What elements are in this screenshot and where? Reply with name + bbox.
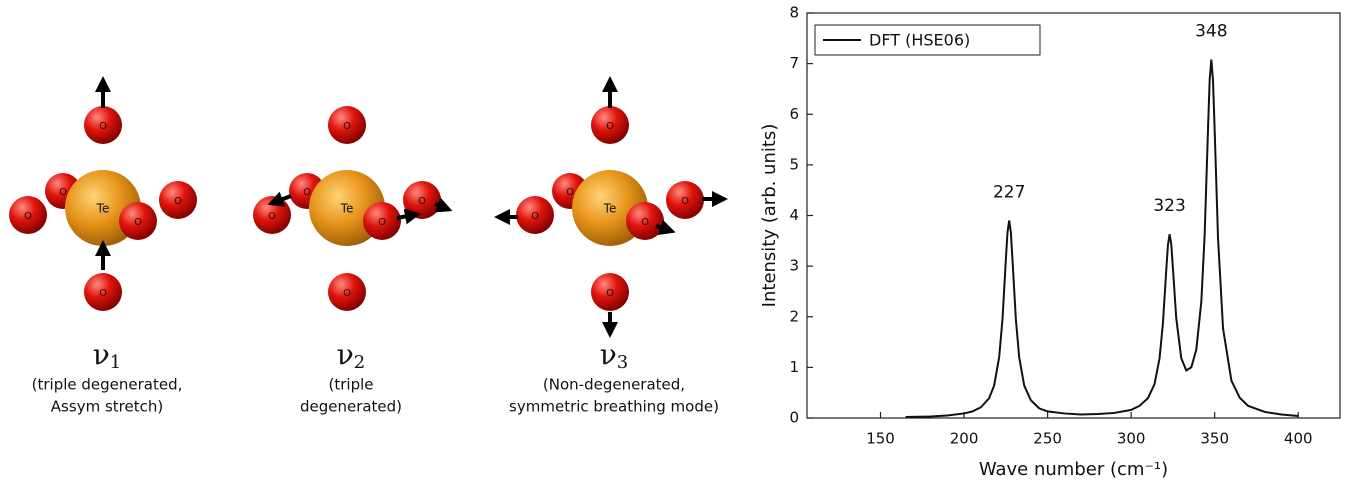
x-tick-label: 300: [1117, 430, 1146, 448]
atom-label: O: [343, 121, 351, 132]
mode-symbol-text: ν: [600, 338, 617, 371]
legend-label: DFT (HSE06): [869, 31, 970, 50]
mode-description: symmetric breathing mode): [509, 398, 719, 416]
x-tick-label: 250: [1033, 430, 1062, 448]
y-tick-label: 2: [789, 307, 799, 325]
figure: OOTeOOOOν1(triple degenerated,Assym stre…: [0, 0, 1348, 487]
y-tick-label: 5: [789, 155, 799, 173]
mode-symbol: ν3: [600, 338, 628, 374]
peak-label: 227: [993, 183, 1025, 203]
y-tick-label: 0: [789, 409, 799, 427]
atom-label: O: [134, 217, 142, 228]
peak-label: 348: [1195, 22, 1227, 42]
atom-label: O: [641, 217, 649, 228]
atom-label: Te: [96, 202, 110, 216]
atom-label: O: [99, 288, 107, 299]
atom-label: O: [59, 187, 67, 198]
atom-label: O: [681, 196, 689, 207]
mode-subscript: 2: [354, 352, 365, 373]
atom-label: O: [606, 121, 614, 132]
y-tick-label: 6: [789, 105, 799, 123]
atom-label: O: [174, 196, 182, 207]
x-axis-label: Wave number (cm⁻¹): [979, 459, 1168, 480]
peak-label: 323: [1153, 196, 1185, 216]
mode-description: (triple degenerated,: [32, 376, 183, 394]
mode-symbol-text: ν: [93, 338, 110, 371]
x-tick-label: 400: [1284, 430, 1313, 448]
atom-label: O: [343, 288, 351, 299]
mode-symbol-text: ν: [337, 338, 354, 371]
mode-symbol: ν2: [337, 338, 365, 374]
x-tick-label: 200: [950, 430, 979, 448]
plot-frame: [807, 13, 1340, 418]
atom-label: O: [531, 211, 539, 222]
y-tick-label: 7: [789, 54, 799, 72]
atom-label: O: [378, 217, 386, 228]
y-tick-label: 3: [789, 257, 799, 275]
mode-symbol: ν1: [93, 338, 121, 374]
atom-label: Te: [340, 202, 354, 216]
mode-subscript: 3: [617, 352, 628, 373]
x-tick-label: 150: [866, 430, 895, 448]
mode-subscript: 1: [110, 352, 121, 373]
atom-label: O: [268, 211, 276, 222]
y-tick-label: 4: [789, 206, 799, 224]
atom-label: O: [24, 211, 32, 222]
y-axis-label: Intensity (arb. units): [759, 124, 780, 308]
y-tick-label: 8: [789, 4, 799, 22]
atom-label: O: [606, 288, 614, 299]
x-tick-label: 350: [1200, 430, 1229, 448]
mode-description: (Non-degenerated,: [543, 376, 685, 394]
atom-label: O: [303, 187, 311, 198]
mode-description: (triple: [329, 376, 374, 394]
atom-label: O: [99, 121, 107, 132]
spectrum-line: [906, 60, 1299, 417]
atom-label: O: [566, 187, 574, 198]
atom-label: Te: [603, 202, 617, 216]
mode-description: degenerated): [300, 398, 402, 416]
atom-label: O: [418, 196, 426, 207]
y-tick-label: 1: [789, 358, 799, 376]
mode-description: Assym stretch): [51, 398, 163, 416]
